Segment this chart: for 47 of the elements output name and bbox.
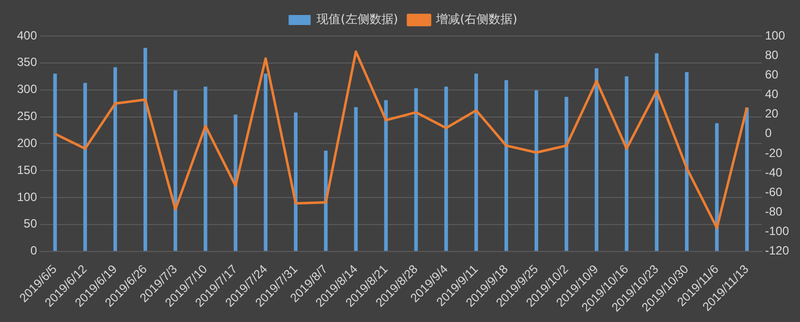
- bar: [684, 72, 689, 251]
- bar: [174, 90, 178, 251]
- bar: [715, 123, 719, 251]
- bar: [294, 112, 298, 251]
- bar: [83, 82, 87, 251]
- bar: [324, 150, 328, 251]
- y2-tick-label: 100: [764, 28, 786, 42]
- legend-label: 增减(右侧数据): [435, 12, 518, 26]
- y-tick-label: 50: [24, 216, 38, 231]
- bar: [745, 108, 749, 251]
- bar: [53, 74, 57, 251]
- bar: [234, 114, 238, 251]
- y2-tick-label: -80: [764, 204, 783, 219]
- y2-tick-label: -20: [764, 146, 783, 160]
- bar: [204, 86, 208, 251]
- bar: [474, 74, 478, 251]
- y-tick-label: 400: [16, 28, 38, 42]
- y-tick-label: 350: [16, 55, 38, 70]
- y-tick-label: 0: [30, 244, 38, 258]
- bar: [594, 68, 598, 251]
- bar: [384, 100, 388, 251]
- y-tick-label: 300: [16, 82, 38, 96]
- y2-tick-label: 0: [764, 126, 772, 140]
- y2-tick-label: 20: [764, 106, 779, 121]
- y-tick-label: 150: [16, 162, 38, 177]
- bar: [354, 107, 358, 251]
- bar: [414, 88, 418, 251]
- y-tick-label: 250: [16, 109, 38, 124]
- bar: [444, 86, 448, 251]
- bar: [113, 67, 118, 251]
- bar: [504, 80, 508, 251]
- y2-tick-label: 80: [764, 48, 779, 62]
- bar: [144, 48, 148, 251]
- y-tick-label: 200: [16, 136, 38, 150]
- legend-label: 现值(左侧数据): [316, 12, 398, 26]
- y2-tick-label: -60: [764, 184, 783, 199]
- y-tick-label: 100: [16, 190, 38, 204]
- y2-tick-label: 40: [764, 87, 779, 102]
- y2-tick-label: -100: [764, 224, 790, 238]
- bar: [264, 74, 268, 251]
- bar: [564, 96, 568, 251]
- y2-tick-label: -40: [764, 165, 783, 180]
- bar: [654, 53, 658, 251]
- bar: [624, 76, 628, 251]
- y2-tick-label: -120: [764, 244, 790, 258]
- y2-tick-label: 60: [764, 67, 779, 82]
- bar: [534, 90, 538, 251]
